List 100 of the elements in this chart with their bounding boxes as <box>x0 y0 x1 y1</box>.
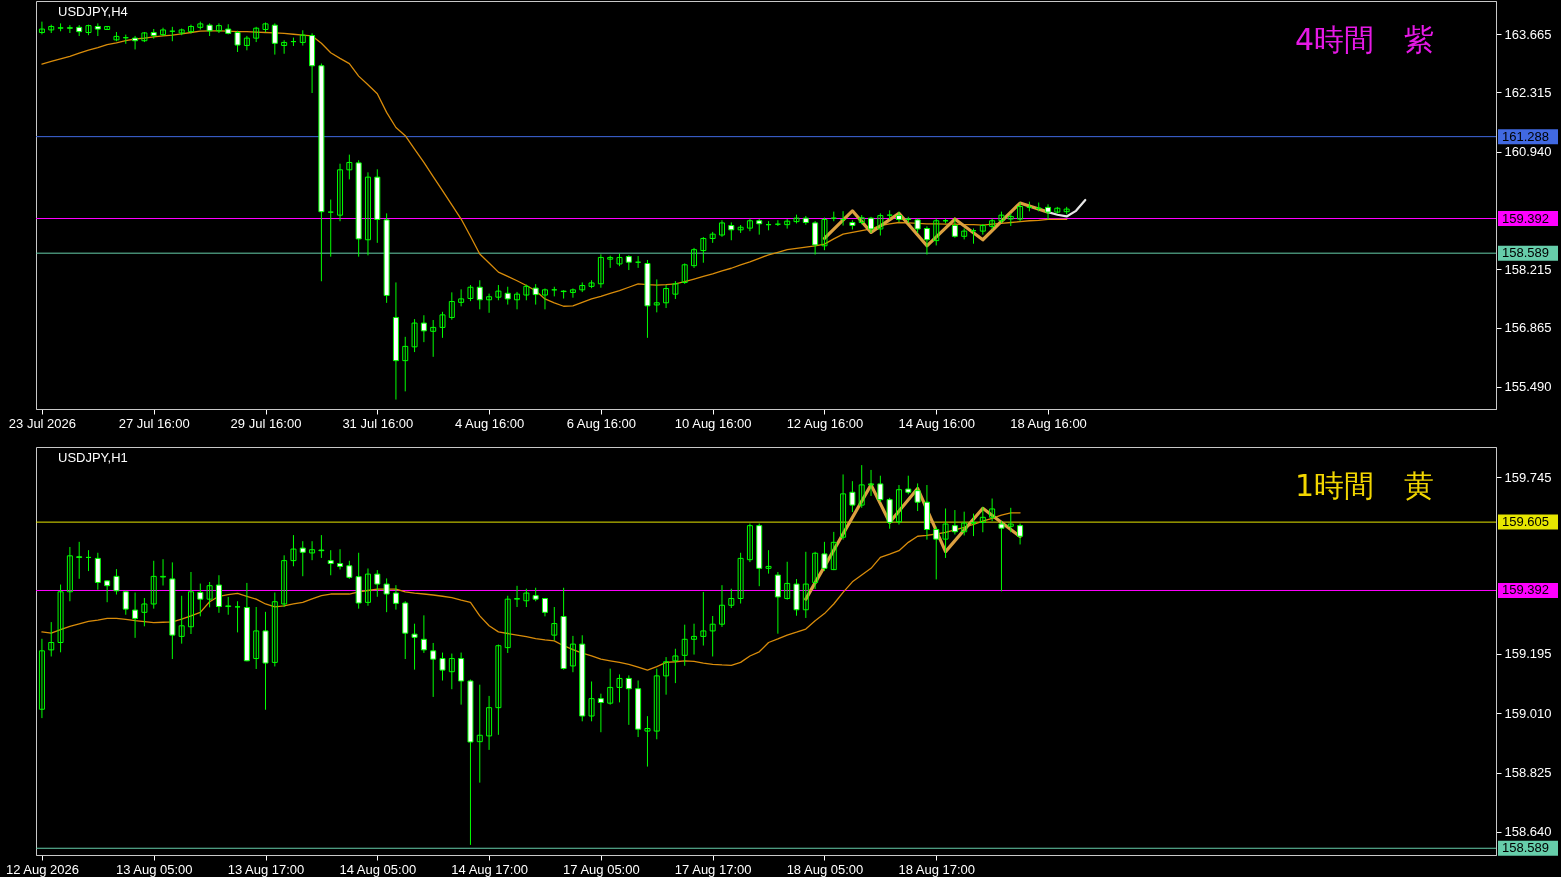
candlestick <box>849 481 856 513</box>
candlestick <box>812 551 819 590</box>
candlestick <box>868 469 875 496</box>
candlestick <box>802 551 809 618</box>
candlestick <box>700 237 707 263</box>
candlestick <box>309 541 316 561</box>
candlestick <box>951 218 958 238</box>
candlestick <box>821 217 828 251</box>
candlestick <box>989 498 996 522</box>
x-tick-label: 13 Aug 05:00 <box>115 861 193 877</box>
candlestick <box>495 644 502 735</box>
candlestick <box>66 25 73 34</box>
candlestick <box>57 584 64 653</box>
y-tick-label: 159.010 <box>1504 705 1552 721</box>
candlestick <box>215 23 222 34</box>
x-tick-label: 17 Aug 05:00 <box>563 861 640 877</box>
candlestick <box>653 279 660 313</box>
candlestick <box>933 218 940 246</box>
candlestick <box>858 465 865 508</box>
candlestick <box>979 506 986 533</box>
candlestick <box>430 319 437 357</box>
candlestick <box>895 211 902 223</box>
y-tick-label: 158.825 <box>1504 765 1552 780</box>
ref-line-label: 158.589 <box>1502 245 1549 261</box>
candlestick <box>821 541 828 572</box>
candlestick <box>597 693 604 733</box>
candlestick <box>160 559 167 586</box>
candlestick <box>458 652 465 705</box>
chart-title: USDJPY,H1 <box>58 450 128 465</box>
candlestick <box>141 598 148 627</box>
candlestick <box>700 591 707 646</box>
candlestick <box>281 40 288 54</box>
candlestick <box>243 35 250 51</box>
y-tick-label: 156.865 <box>1504 320 1552 336</box>
candlestick <box>411 319 418 353</box>
candlestick <box>187 572 194 635</box>
candlestick <box>607 668 614 705</box>
candlestick <box>998 211 1005 223</box>
candlestick <box>625 675 632 725</box>
x-tick-label: 31 Jul 16:00 <box>342 415 414 431</box>
candlestick <box>290 535 297 567</box>
candlestick <box>38 638 45 719</box>
candlestick <box>402 336 409 392</box>
y-tick-label: 160.940 <box>1504 144 1552 160</box>
candlestick <box>691 247 698 268</box>
candlestick <box>812 221 819 255</box>
candlestick <box>746 523 753 563</box>
x-tick-label: 17 Aug 17:00 <box>674 861 752 877</box>
x-tick-label: 23 Jul 2026 <box>8 415 77 431</box>
candlestick <box>122 590 129 615</box>
candlestick <box>728 588 735 608</box>
candlestick <box>961 228 968 240</box>
candlestick <box>364 568 371 606</box>
candlestick <box>327 199 334 257</box>
candlestick <box>439 311 446 338</box>
candlestick <box>942 508 949 558</box>
candlestick <box>48 622 55 657</box>
candlestick <box>765 550 772 574</box>
ref-line-label: 159.392 <box>1502 582 1549 598</box>
candlestick <box>206 581 213 608</box>
candlestick <box>318 535 325 558</box>
candlestick <box>514 291 521 310</box>
candlestick <box>895 485 902 525</box>
candlestick <box>299 30 306 46</box>
y-tick-label: 158.640 <box>1504 824 1552 840</box>
text: 4時間 紫 <box>1294 22 1434 57</box>
x-tick-label: 4 Aug 16:00 <box>454 415 525 431</box>
candlestick <box>663 285 670 309</box>
candlestick <box>877 213 884 236</box>
candlestick <box>234 601 241 633</box>
candlestick <box>467 285 474 302</box>
candlestick <box>830 531 837 571</box>
candlestick <box>644 716 651 767</box>
x-tick-label: 12 Aug 16:00 <box>786 415 864 431</box>
candlestick <box>793 214 800 224</box>
candlestick <box>420 315 427 343</box>
candlestick <box>774 572 781 634</box>
y-tick-label: 162.315 <box>1504 84 1552 100</box>
candlestick <box>923 226 930 255</box>
candlestick <box>476 684 483 783</box>
candlestick <box>364 172 371 256</box>
candlestick <box>746 218 753 232</box>
candlestick <box>1045 204 1052 220</box>
y-tick-label: 158.215 <box>1504 261 1552 277</box>
candlestick <box>225 597 232 615</box>
candlestick <box>178 595 185 644</box>
text: 1時間 黄 <box>1294 468 1434 503</box>
candlestick <box>504 595 511 653</box>
x-tick-label: 18 Aug 05:00 <box>786 861 864 877</box>
candlestick <box>374 570 381 597</box>
x-tick-label: 14 Aug 17:00 <box>451 861 528 877</box>
candlestick <box>653 668 660 740</box>
candlestick <box>989 218 996 230</box>
ref-line-label: 159.605 <box>1502 514 1549 530</box>
candlestick <box>253 607 260 669</box>
candlestick <box>104 580 111 603</box>
candlestick <box>448 292 455 320</box>
candlestick <box>672 281 679 299</box>
candlestick <box>588 681 595 722</box>
candlestick <box>76 541 83 579</box>
